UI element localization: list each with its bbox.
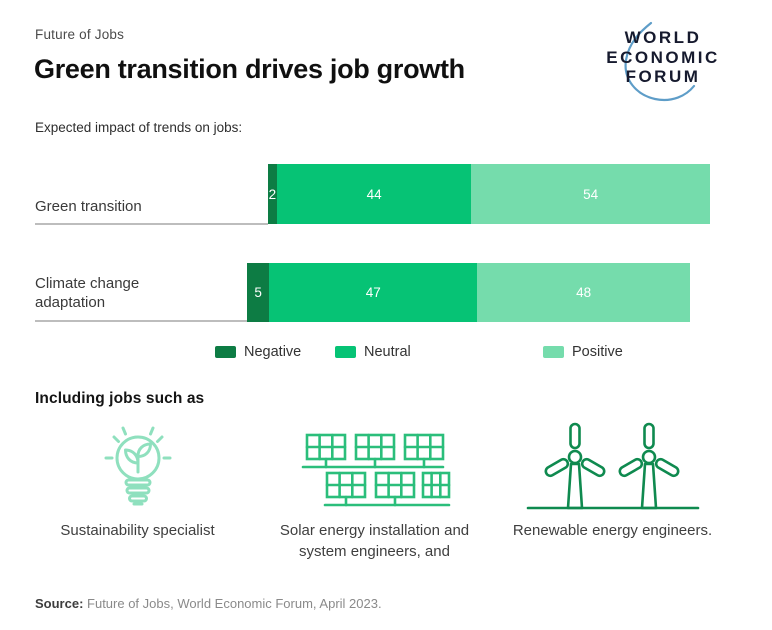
turbine: [618, 422, 679, 510]
job-label: Solar energy installation and system eng…: [279, 522, 470, 560]
row-baseline: [35, 320, 247, 322]
page-title: Green transition drives job growth: [34, 54, 465, 84]
jobs-section-heading: Including jobs such as: [35, 390, 205, 407]
wef-logo-text: WORLD ECONOMIC FORUM: [593, 28, 733, 87]
job-item-sustainability: Sustainability specialist: [40, 420, 235, 541]
solar-panel-bottom-row: [323, 471, 450, 507]
legend-label: Negative: [244, 344, 302, 360]
wef-logo: WORLD ECONOMIC FORUM: [593, 20, 733, 115]
kicker-text: Future of Jobs: [35, 27, 125, 42]
legend-swatch-positive: [543, 346, 564, 358]
bar-segment-positive: 54: [471, 164, 711, 224]
legend-swatch-neutral: [335, 346, 356, 358]
bar-value-label: 47: [365, 285, 381, 300]
wef-logo-line: WORLD: [624, 28, 702, 47]
job-item-solar: Solar energy installation and system eng…: [272, 420, 477, 562]
job-item-wind: Renewable energy engineers.: [505, 420, 720, 541]
bar-value-label: 44: [366, 186, 382, 202]
wef-logo-line: ECONOMIC: [606, 47, 720, 67]
bar-segment-negative: 2: [268, 164, 277, 224]
bar-row-label: Green transition: [35, 198, 142, 215]
legend-item-neutral: Neutral: [335, 342, 411, 362]
solar-panels-icon: [299, 420, 451, 516]
legend-item-positive: Positive: [543, 342, 623, 362]
wef-logo-line: FORUM: [625, 67, 701, 86]
turbine: [544, 422, 605, 510]
legend-label: Neutral: [364, 344, 411, 360]
job-label: Sustainability specialist: [60, 522, 215, 539]
wef-logo-arc-icon: [624, 21, 696, 101]
source-line: Source: Future of Jobs, World Economic F…: [35, 596, 382, 611]
legend-label: Positive: [572, 344, 623, 360]
bar-row: 5 47 48: [247, 263, 690, 322]
bar-segment-negative: 5: [247, 263, 270, 322]
chart-subtitle: Expected impact of trends on jobs:: [35, 120, 243, 135]
bar-row: 2 44 54: [268, 164, 711, 224]
legend-swatch-negative: [215, 346, 236, 358]
row-baseline: [35, 223, 268, 225]
bar-value-label: 54: [583, 186, 599, 202]
legend-item-negative: Negative: [215, 342, 301, 362]
bar-value-label: 48: [576, 285, 592, 300]
job-label: Renewable energy engineers.: [512, 522, 713, 539]
source-text: Future of Jobs, World Economic Forum, Ap…: [83, 596, 382, 611]
wind-turbines-icon: [524, 420, 702, 516]
bar-value-label: 5: [254, 285, 262, 300]
lightbulb-plant-icon: [90, 420, 186, 516]
bar-segment-positive: 48: [477, 263, 690, 322]
solar-panel-top-row: [301, 433, 444, 469]
bar-row-label: Climate change adaptation: [35, 275, 140, 311]
bar-value-label: 2: [268, 186, 277, 202]
source-prefix: Source:: [35, 596, 84, 611]
bar-segment-neutral: 47: [269, 263, 478, 322]
bar-segment-neutral: 44: [276, 164, 472, 224]
